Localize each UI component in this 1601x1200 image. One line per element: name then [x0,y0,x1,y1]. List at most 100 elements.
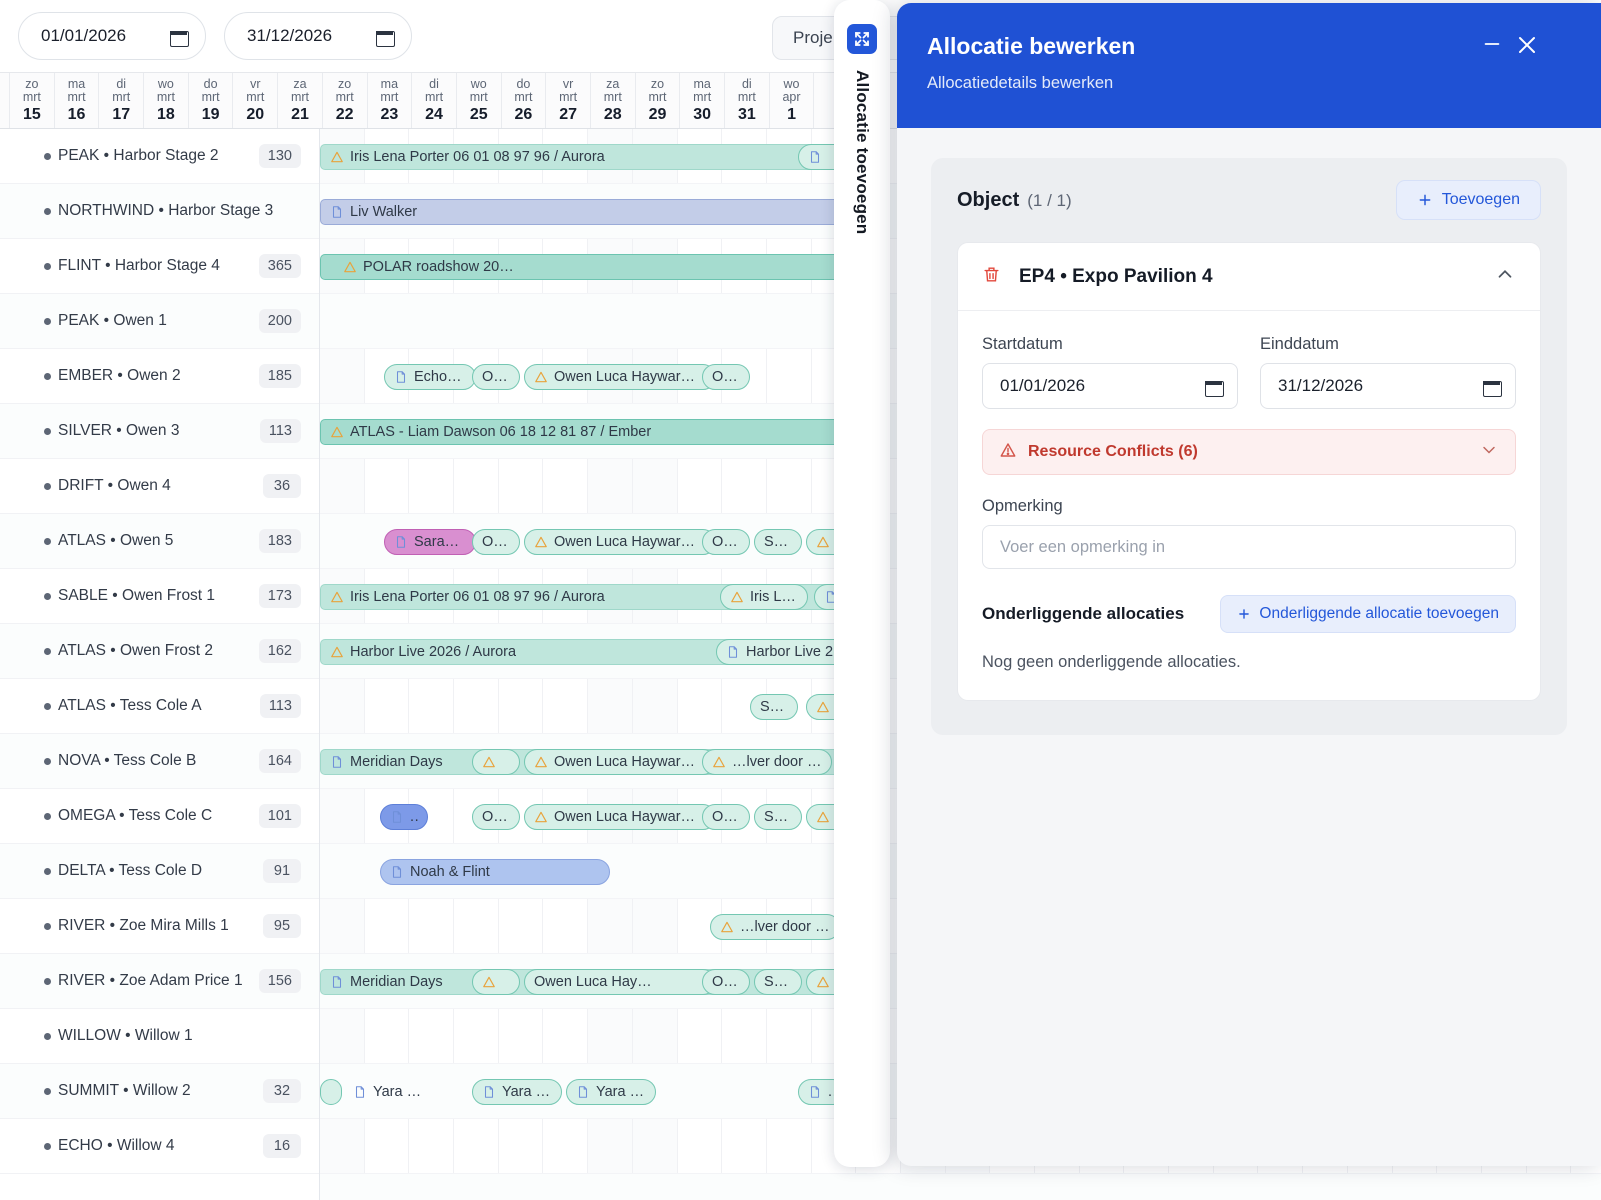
resource-row[interactable]: RIVER • Zoe Adam Price 1 156 [0,954,319,1009]
resource-row[interactable]: SUMMIT • Willow 2 32 [0,1064,319,1119]
resource-conflicts-toggle[interactable]: Resource Conflicts (6) [982,429,1516,475]
resource-row[interactable]: SILVER • Owen 3 113 [0,404,319,459]
trash-icon[interactable] [982,265,1001,289]
gantt-bar[interactable]: .. [380,804,428,830]
resource-dot-icon [44,1087,51,1095]
gantt-bar[interactable]: O… [472,529,520,555]
resource-row[interactable]: PEAK • Owen 1 200 [0,294,319,349]
day-header-cell[interactable]: wo mrt 18 [144,73,189,128]
resource-row[interactable]: PEAK • Harbor Stage 2 130 [0,129,319,184]
day-header-cell[interactable]: ma mrt 23 [367,73,413,128]
day-header-cell[interactable]: zo mrt 22 [322,73,368,128]
gantt-bar[interactable]: ATLAS - Liam Dawson 06 18 12 81 87 / Emb… [320,419,840,445]
resource-conflicts-label: Resource Conflicts (6) [1028,443,1198,460]
gantt-bar[interactable]: O… [472,364,520,390]
day-month: mrt [648,90,667,105]
gantt-bar[interactable]: …lver door … [702,749,832,775]
add-sub-allocation-button[interactable]: Onderliggende allocatie toevoegen [1220,595,1516,633]
day-header-cell[interactable]: wo apr 1 [769,73,815,128]
gantt-bar[interactable]: Liv Walker [320,199,840,225]
day-header-cell[interactable]: za mrt 28 [590,73,636,128]
day-header-cell[interactable]: zo mrt 29 [635,73,681,128]
resource-row[interactable]: SABLE • Owen Frost 1 173 [0,569,319,624]
resource-row[interactable]: ATLAS • Owen 5 183 [0,514,319,569]
day-header-cell[interactable]: do mrt 26 [501,73,547,128]
gantt-bar[interactable]: Iris L… [720,584,808,610]
calendar-icon[interactable] [376,28,395,47]
start-date-input[interactable]: 01/01/2026 [982,363,1238,409]
gantt-bar[interactable] [472,749,520,775]
calendar-icon[interactable] [170,28,189,47]
resource-row[interactable]: NORTHWIND • Harbor Stage 3 [0,184,319,239]
gantt-bar[interactable] [320,1079,342,1105]
gantt-bar[interactable]: Yara … [344,1079,454,1105]
gantt-bar[interactable]: …lver door … [710,914,840,940]
gantt-bar[interactable]: Owen Luca Haywar… [524,529,716,555]
gantt-bar[interactable]: O… [702,804,750,830]
gantt-bar[interactable]: Noah & Flint [380,859,610,885]
day-header-cell[interactable]: di mrt 24 [412,73,457,128]
add-allocation-tab[interactable]: Allocatie toevoegen [834,0,890,1167]
add-object-button[interactable]: Toevoegen [1395,180,1541,220]
day-header-cell[interactable]: zo mrt 15 [10,73,55,128]
gantt-bar[interactable]: Owen Luca Haywar… [524,804,716,830]
day-header-cell[interactable]: vr mrt 27 [546,73,591,128]
start-date-input[interactable]: 01/01/2026 [18,12,206,60]
close-icon[interactable] [1515,33,1539,57]
allocation-card-header[interactable]: EP4 • Expo Pavilion 4 [958,243,1540,311]
gantt-bar[interactable]: Yara … [566,1079,656,1105]
resource-row[interactable]: FLINT • Harbor Stage 4 365 [0,239,319,294]
warning-icon [721,921,733,933]
gantt-bar[interactable] [472,969,520,995]
gantt-bar[interactable]: S… [754,529,802,555]
day-header-cell[interactable]: wo mrt 25 [456,73,502,128]
resource-row[interactable]: DELTA • Tess Cole D 91 [0,844,319,899]
day-month: mrt [380,90,399,105]
gantt-bar[interactable]: O… [702,969,750,995]
gantt-row[interactable] [320,1174,1601,1200]
resource-row[interactable]: ECHO • Willow 4 16 [0,1119,319,1174]
resource-row[interactable]: DRIFT • Owen 4 36 [0,459,319,514]
gantt-bar[interactable]: O… [702,529,750,555]
remark-input[interactable]: Voer een opmerking in [982,525,1516,569]
end-date-input[interactable]: 31/12/2026 [1260,363,1516,409]
expand-icon[interactable] [847,24,877,54]
resource-row[interactable]: ATLAS • Tess Cole A 113 [0,679,319,734]
allocation-card: EP4 • Expo Pavilion 4 Startdatum 01/01/2… [957,242,1541,701]
day-header-cell[interactable]: ma mrt 30 [680,73,725,128]
calendar-icon[interactable] [1205,378,1224,397]
gantt-bar[interactable]: POLAR roadshow 20… [334,254,564,280]
day-header-cell[interactable]: za mrt 21 [278,73,323,128]
gantt-bar[interactable]: Owen Luca Haywar… [524,749,716,775]
gantt-bar[interactable] [320,254,840,280]
day-header-cell[interactable]: ma mrt 16 [54,73,100,128]
chevron-down-icon[interactable] [1479,440,1499,465]
gantt-bar[interactable]: S… [754,969,802,995]
gantt-bar[interactable]: Owen Luca Haywar… [524,364,716,390]
end-date-input[interactable]: 31/12/2026 [224,12,412,60]
day-header-cell[interactable]: do mrt 19 [188,73,234,128]
gantt-bar[interactable]: Owen Luca Hay… [524,969,716,995]
resource-row[interactable]: WILLOW • Willow 1 [0,1009,319,1064]
day-header-cell[interactable]: di mrt 31 [725,73,770,128]
gantt-bar[interactable]: Iris Lena Porter 06 01 08 97 96 / Aurora [320,144,840,170]
gantt-row[interactable] [320,1119,1601,1174]
day-header-cell[interactable]: di mrt 17 [99,73,145,128]
gantt-bar[interactable]: O… [702,364,750,390]
gantt-bar[interactable]: Yara … [472,1079,562,1105]
minimize-icon[interactable] [1481,33,1503,55]
resource-row[interactable]: NOVA • Tess Cole B 164 [0,734,319,789]
resource-list[interactable]: PEAK • Harbor Stage 2 130 NORTHWIND • Harb… [0,129,320,1200]
gantt-bar[interactable]: O… [472,804,520,830]
gantt-bar[interactable]: S… [754,804,802,830]
resource-row[interactable]: ATLAS • Owen Frost 2 162 [0,624,319,679]
chevron-up-icon[interactable] [1494,263,1516,290]
calendar-icon[interactable] [1483,378,1502,397]
resource-row[interactable]: OMEGA • Tess Cole C 101 [0,789,319,844]
gantt-bar[interactable]: Echo… [384,364,476,390]
resource-row[interactable]: EMBER • Owen 2 185 [0,349,319,404]
day-header-cell[interactable]: vr mrt 20 [233,73,279,128]
resource-row[interactable]: RIVER • Zoe Mira Mills 1 95 [0,899,319,954]
gantt-bar[interactable]: Sara… [384,529,476,555]
gantt-bar[interactable]: S… [750,694,798,720]
